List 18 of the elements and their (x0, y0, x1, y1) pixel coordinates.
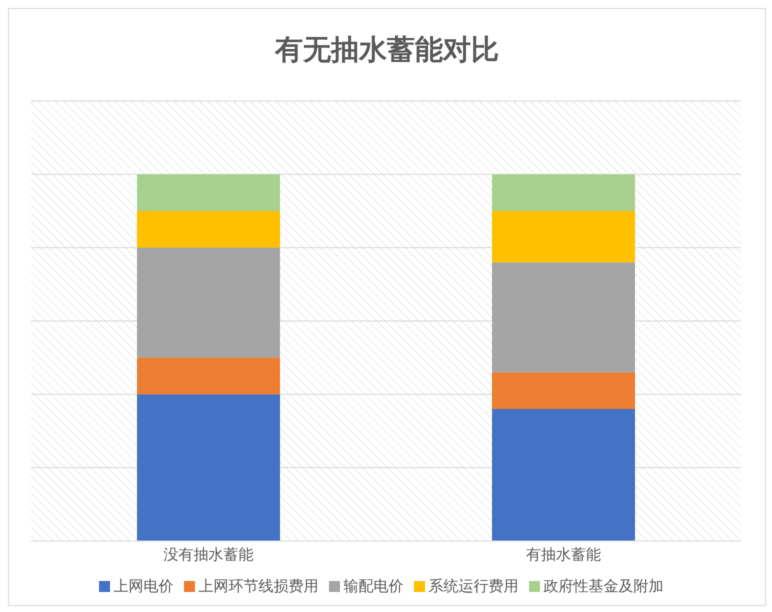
bar (492, 262, 635, 372)
x-tick-label: 有抽水蓄能 (526, 546, 601, 564)
bar (137, 394, 280, 541)
bar (492, 409, 635, 541)
legend-label: 输配电价 (344, 577, 404, 595)
bar (137, 358, 280, 394)
legend-label: 系统运行费用 (428, 577, 518, 595)
chart-title: 有无抽水蓄能对比 (274, 32, 500, 68)
bar (137, 211, 280, 248)
bar (137, 174, 280, 211)
bar (492, 372, 635, 409)
legend-label: 上网电价 (114, 577, 174, 595)
legend-label: 政府性基金及附加 (544, 577, 664, 595)
bar (137, 248, 280, 358)
bar (492, 211, 635, 262)
legend-label: 上网环节线损费用 (198, 577, 318, 595)
x-tick-label: 没有抽水蓄能 (164, 546, 254, 564)
bar (492, 174, 635, 211)
